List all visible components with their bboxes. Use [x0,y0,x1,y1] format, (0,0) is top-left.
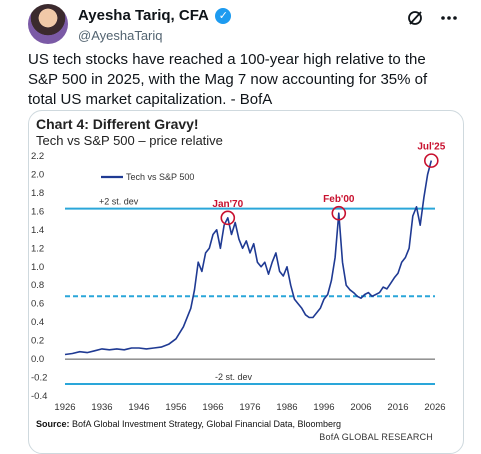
x-tick-label: 1956 [165,402,186,413]
annotation-label: Jul'25 [417,142,445,153]
author-name[interactable]: Ayesha Tariq, CFA [78,7,209,25]
x-tick-label: 2006 [350,402,371,413]
y-tick-label: 1.6 [31,206,44,217]
x-tick-label: 1966 [202,402,223,413]
annotation-circle [331,205,347,221]
y-tick-label: 1.8 [31,188,44,199]
y-tick-label: 1.2 [31,243,44,254]
source-text: BofA Global Investment Strategy, Global … [69,419,341,429]
source-label: Source: [36,419,70,429]
y-tick-label: 1.4 [31,225,44,236]
avatar[interactable] [28,4,68,44]
legend-label: Tech vs S&P 500 [126,172,194,182]
author-block: Ayesha Tariq, CFA ✓ @AyeshaTariq [78,7,232,43]
y-tick-label: 0.6 [31,299,44,310]
more-icon[interactable] [439,8,459,28]
y-tick-label: 0.4 [31,317,44,328]
reference-line-label: +2 st. dev [99,197,139,207]
y-tick-label: 2.0 [31,169,44,180]
y-tick-label: 0.0 [31,354,44,365]
x-tick-label: 2016 [387,402,408,413]
x-tick-label: 1946 [128,402,149,413]
y-tick-label: 1.0 [31,262,44,273]
y-tick-label: 0.8 [31,280,44,291]
y-tick-label: 0.2 [31,336,44,347]
y-tick-label: 2.2 [31,151,44,162]
annotation-label: Jan'70 [212,199,243,210]
line-chart: 2.2 2.0 1.8 1.6 1.4 1.2 1.0 0.8 0.6 0.4 0.2 0.0 -0.2… [31,142,446,413]
annotation-label: Feb'00 [323,194,355,205]
x-tick-label: 2026 [424,402,445,413]
x-tick-label: 1936 [91,402,112,413]
y-tick-label: -0.4 [31,391,47,402]
chart-image[interactable]: Chart 4: Different Gravy! Tech vs S&P 50… [28,110,464,454]
chart-brand: BofA GLOBAL RESEARCH [319,432,433,442]
tweet-text: US tech stocks have reached a 100-year h… [28,51,428,108]
x-tick-label: 1926 [54,402,75,413]
reference-line-label: -2 st. dev [215,372,253,382]
author-handle[interactable]: @AyeshaTariq [78,28,163,43]
x-tick-label: 1986 [276,402,297,413]
y-tick-label: -0.2 [31,373,47,384]
tweet-actions-top [405,8,459,28]
chart-title: Chart 4: Different Gravy! [36,116,199,132]
annotation-circle [220,210,236,226]
chart-source: Source: BofA Global Investment Strategy,… [36,419,341,429]
annotation-circle [423,153,439,168]
x-tick-label: 1996 [313,402,334,413]
x-tick-label: 1976 [239,402,260,413]
chart-subtitle: Tech vs S&P 500 – price relative [36,133,223,148]
grok-icon[interactable] [405,8,425,28]
verified-badge-icon: ✓ [215,7,232,24]
series-line [64,160,433,356]
